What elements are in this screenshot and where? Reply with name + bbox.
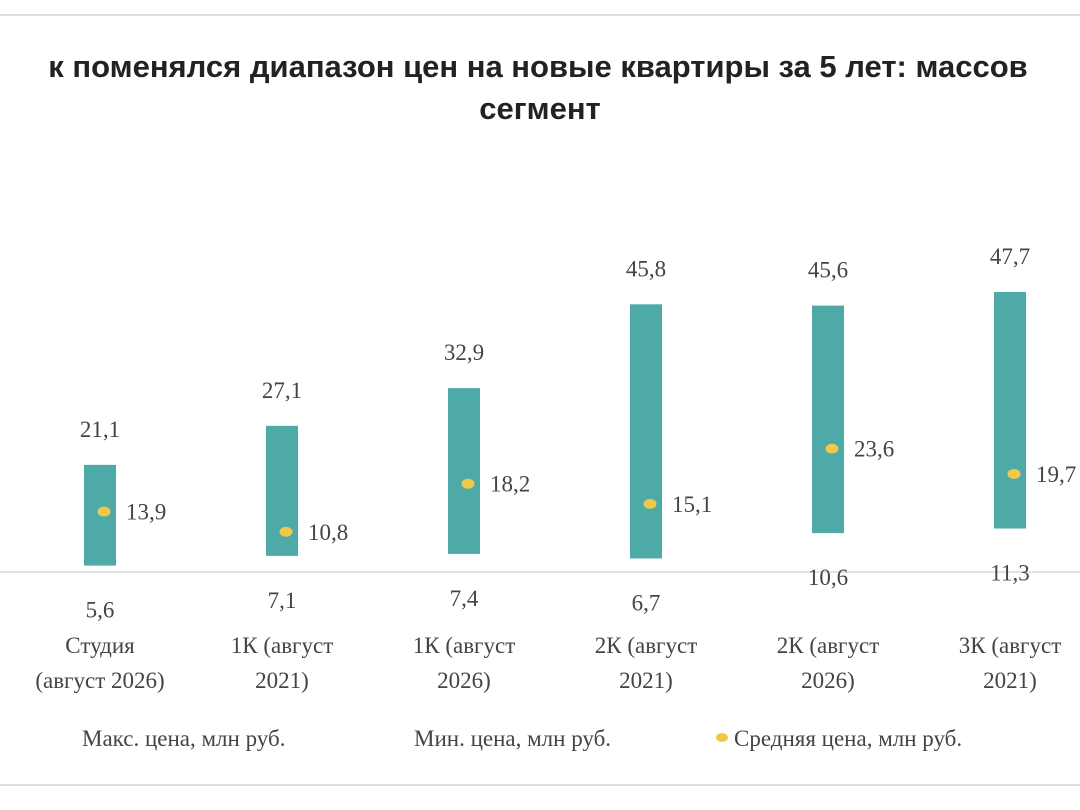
avg-label-1: 10,8 <box>308 520 348 545</box>
category-label-4-line-2: 2026) <box>801 668 855 693</box>
chart-title: к поменялся диапазон цен на новые кварти… <box>0 46 1080 130</box>
category-label-0-line-2: (август 2026) <box>35 668 164 693</box>
category-label-5-line-2: 2021) <box>983 668 1037 693</box>
avg-point-4 <box>825 443 839 454</box>
avg-point-2 <box>461 478 475 489</box>
chart-title-line-1: к поменялся диапазон цен на новые кварти… <box>48 49 1028 84</box>
avg-label-4: 23,6 <box>854 437 894 462</box>
max-label-4: 45,6 <box>808 258 848 283</box>
category-label-3-line-2: 2021) <box>619 668 673 693</box>
max-label-3: 45,8 <box>626 256 666 281</box>
min-label-2: 7,4 <box>450 586 479 611</box>
min-label-1: 7,1 <box>268 588 297 613</box>
avg-label-3: 15,1 <box>672 492 712 517</box>
avg-point-5 <box>1007 468 1021 479</box>
avg-point-0 <box>97 506 111 517</box>
range-bar-5 <box>994 291 1026 529</box>
category-label-4-line-1: 2К (август <box>777 633 880 658</box>
legend-avg-price-label: Средняя цена, млн руб. <box>734 726 963 751</box>
max-label-0: 21,1 <box>80 417 120 442</box>
category-label-5-line-1: 3К (август <box>959 633 1062 658</box>
min-label-3: 6,7 <box>632 590 661 615</box>
category-label-1-line-2: 2021) <box>255 668 309 693</box>
min-label-0: 5,6 <box>86 598 115 623</box>
range-chart: 21,1 5,6 13,9 Студия (август 2026) 27,1 7,1 10,… <box>0 244 1080 693</box>
legend-avg-price: Средняя цена, млн руб. <box>716 726 962 752</box>
avg-point-1 <box>279 526 293 537</box>
category-label-2-line-1: 1К (август <box>413 633 516 658</box>
legend-min-price: Мин. цена, млн руб. <box>414 726 612 751</box>
legend-avg-dot <box>716 733 728 743</box>
range-bar-1 <box>266 425 298 556</box>
range-bar-2 <box>448 388 480 554</box>
category-label-2-line-2: 2026) <box>437 668 491 693</box>
avg-label-5: 19,7 <box>1036 462 1076 487</box>
avg-label-2: 18,2 <box>490 472 530 497</box>
max-label-5: 47,7 <box>990 244 1030 269</box>
range-bar-4 <box>812 305 844 534</box>
min-label-5: 11,3 <box>990 561 1029 586</box>
avg-point-3 <box>643 498 657 509</box>
range-bar-3 <box>630 304 662 559</box>
avg-label-0: 13,9 <box>126 500 166 525</box>
category-label-0-line-1: Студия <box>65 633 135 658</box>
category-label-3-line-1: 2К (август <box>595 633 698 658</box>
min-label-4: 10,6 <box>808 565 848 590</box>
chart-title-line-2: сегмент <box>479 91 601 126</box>
legend-max-price: Макс. цена, млн руб. <box>82 726 286 751</box>
chart-frame <box>0 14 1080 786</box>
category-label-1-line-1: 1К (август <box>231 633 334 658</box>
max-label-2: 32,9 <box>444 340 484 365</box>
max-label-1: 27,1 <box>262 378 302 403</box>
chart-legend: Макс. цена, млн руб. Мин. цена, млн руб.… <box>0 726 1080 762</box>
